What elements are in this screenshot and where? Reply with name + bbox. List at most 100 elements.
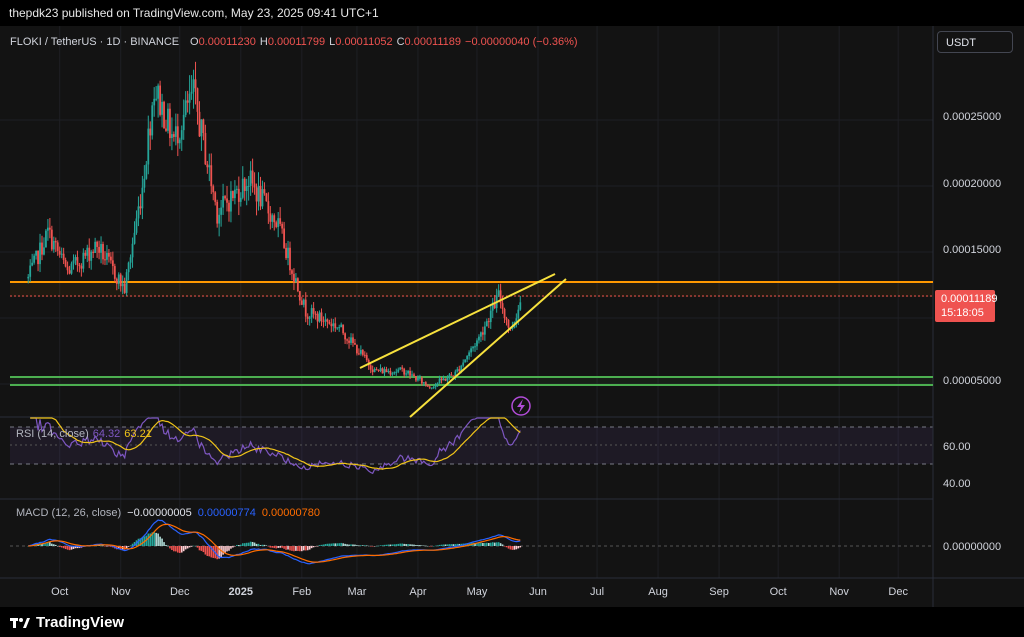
candle-down [304, 299, 307, 317]
candle-down [228, 202, 230, 212]
macd-label[interactable]: MACD (12, 26, close) −0.00000005 0.0000077… [16, 507, 320, 519]
candle-down [109, 256, 112, 261]
macd-histogram-bar [432, 545, 435, 547]
candle-down [420, 377, 423, 384]
candle-up [257, 185, 260, 202]
macd-histogram-bar [312, 546, 315, 548]
wedge-upper-trendline[interactable] [359, 273, 556, 369]
candle-up [483, 326, 486, 335]
candle-up [336, 327, 339, 329]
candle-down [450, 374, 453, 376]
macd-histogram-bar [360, 545, 362, 546]
lightning-icon[interactable] [511, 396, 531, 416]
candle-up [391, 373, 394, 375]
macd-histogram-bar [104, 546, 106, 547]
symbol-legend[interactable]: FLOKI / TetherUS · 1D · BINANCE [10, 36, 179, 48]
candle-down [206, 164, 209, 168]
candle-up [430, 387, 433, 389]
time-axis[interactable]: Oct Nov Dec 2025 Feb Mar Apr May Jun Jul Aug Sep Oct… [51, 586, 908, 598]
candle-down [316, 313, 319, 322]
candle-down [96, 241, 99, 247]
tradingview-logo[interactable]: TradingView [10, 614, 124, 631]
macd-histogram-bar [139, 538, 142, 546]
candle-down [385, 369, 388, 373]
macd-histogram-bar [389, 544, 392, 546]
macd-histogram-bar [293, 546, 295, 552]
time-axis-label: Jul [590, 586, 604, 598]
candle-up [338, 327, 341, 329]
candle-up [489, 310, 492, 323]
candle-up [100, 244, 102, 253]
chart-svg[interactable]: FLOKI / TetherUS · 1D · BINANCE O0.00011… [0, 26, 1024, 607]
candle-up [106, 252, 108, 260]
candle-up [35, 250, 37, 256]
macd-histogram-bar [167, 545, 169, 547]
macd-histogram-bar [236, 544, 238, 546]
price-label: 0.00025000 [943, 111, 1001, 123]
candle-down [56, 242, 59, 251]
rsi-label[interactable]: RSI (14, close) 64.32 63.21 [16, 428, 152, 440]
candle-up [200, 119, 203, 137]
candle-up [178, 139, 181, 144]
macd-histogram-bar [186, 546, 189, 549]
macd-histogram-bar [117, 546, 120, 550]
macd-histogram-bar [212, 546, 215, 558]
candle-up [359, 350, 362, 354]
wedge-lower-trendline[interactable] [409, 278, 567, 418]
candle-down [265, 193, 268, 202]
candle-down [216, 201, 219, 224]
macd-histogram-bar [446, 544, 449, 546]
candle-down [259, 185, 262, 207]
macd-histogram-bar [354, 544, 356, 546]
candle-down [330, 323, 333, 327]
close-value: 0.00011189 [405, 36, 461, 48]
chart-area[interactable]: FLOKI / TetherUS · 1D · BINANCE O0.00011… [0, 26, 1024, 607]
macd-histogram-bar [58, 546, 61, 547]
macd-histogram-bar [491, 542, 494, 546]
macd-histogram-bar [411, 544, 413, 546]
currency-button[interactable]: USDT [937, 31, 1013, 53]
candle-up [340, 324, 343, 328]
candle-down [84, 252, 87, 256]
candle-up [233, 189, 236, 199]
candle-down [102, 244, 104, 260]
macd-histogram-bar [310, 546, 313, 549]
published-header: thepdk23 published on TradingView.com, M… [0, 0, 1024, 26]
candle-down [243, 178, 246, 192]
macd-histogram-bar [348, 544, 350, 546]
macd-histogram-bar [509, 546, 512, 550]
candle-up [446, 377, 449, 381]
candle-down [149, 128, 152, 136]
macd-histogram-bar [159, 536, 161, 546]
rsi-pane[interactable] [30, 417, 521, 475]
macd-histogram-bar [423, 545, 425, 547]
candle-down [37, 250, 39, 265]
candle-down [165, 128, 167, 131]
macd-histogram-bar [241, 543, 244, 546]
price-label: 0.00020000 [943, 178, 1001, 190]
candle-down [66, 266, 69, 271]
macd-pane[interactable] [27, 519, 522, 565]
macd-histogram-bar [257, 543, 260, 546]
macd-histogram-bar [54, 544, 57, 546]
candlestick-series[interactable] [27, 61, 522, 390]
macd-histogram-bar [62, 546, 65, 549]
candle-up [70, 263, 73, 274]
macd-histogram-bar [334, 543, 337, 546]
macd-histogram-bar [66, 546, 69, 550]
candle-up [121, 283, 124, 287]
candle-up [220, 207, 223, 215]
candle-down [369, 365, 372, 370]
candle-down [415, 376, 417, 381]
macd-histogram-bar [399, 543, 402, 546]
macd-histogram-bar [137, 538, 140, 546]
candle-down [119, 274, 122, 287]
candle-up [277, 218, 280, 227]
macd-histogram-bar [283, 546, 285, 549]
candle-up [497, 290, 500, 296]
macd-histogram-bar [149, 533, 152, 546]
candle-up [468, 352, 471, 357]
macd-histogram-bar [74, 546, 77, 549]
candle-up [407, 370, 409, 374]
candle-down [291, 270, 293, 274]
